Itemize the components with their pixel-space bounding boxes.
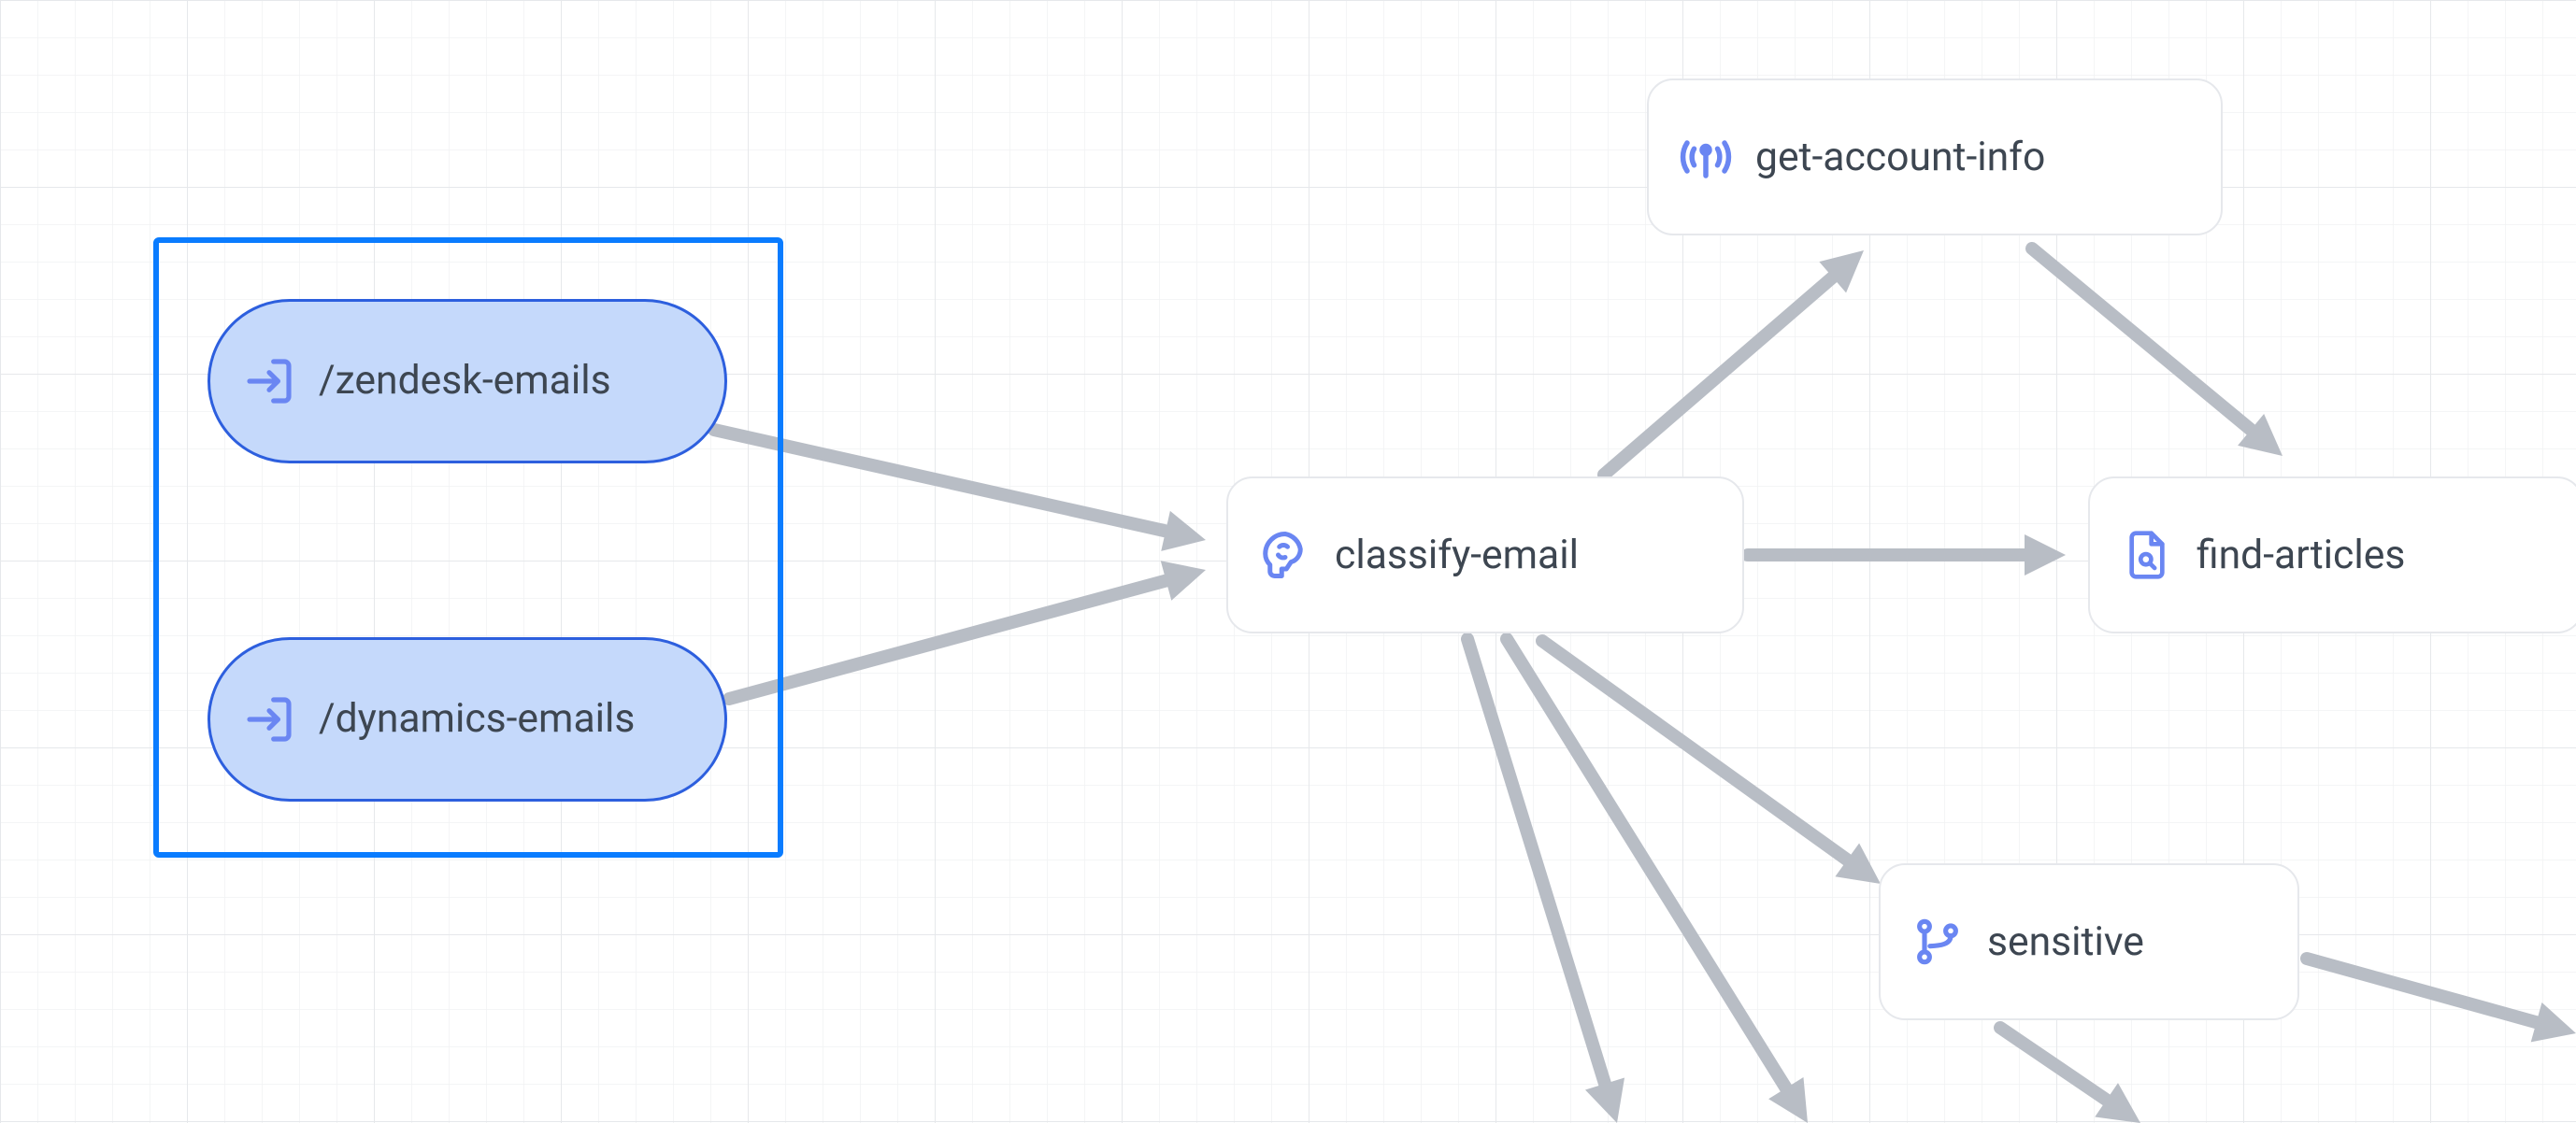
brain-icon — [1252, 527, 1318, 583]
node-label: /zendesk-emails — [319, 358, 611, 404]
doc-search-icon — [2114, 529, 2180, 581]
node-label: classify-email — [1335, 532, 1579, 578]
node-zendesk-emails[interactable]: /zendesk-emails — [208, 299, 727, 463]
node-sensitive[interactable]: sensitive — [1879, 863, 2299, 1020]
branch-icon — [1905, 916, 1970, 968]
node-label: get-account-info — [1755, 134, 2045, 180]
antenna-icon — [1673, 129, 1739, 185]
import-icon — [236, 693, 302, 746]
import-icon — [236, 355, 302, 407]
node-label: find-articles — [2197, 532, 2405, 578]
node-classify-email[interactable]: classify-email — [1226, 476, 1744, 633]
node-dynamics-emails[interactable]: /dynamics-emails — [208, 637, 727, 802]
node-label: sensitive — [1987, 918, 2144, 965]
node-find-articles[interactable]: find-articles — [2088, 476, 2576, 633]
node-label: /dynamics-emails — [319, 696, 635, 742]
workflow-canvas[interactable]: /zendesk-emails /dynamics-emails classif… — [0, 0, 2576, 1123]
node-get-account-info[interactable]: get-account-info — [1647, 78, 2223, 235]
